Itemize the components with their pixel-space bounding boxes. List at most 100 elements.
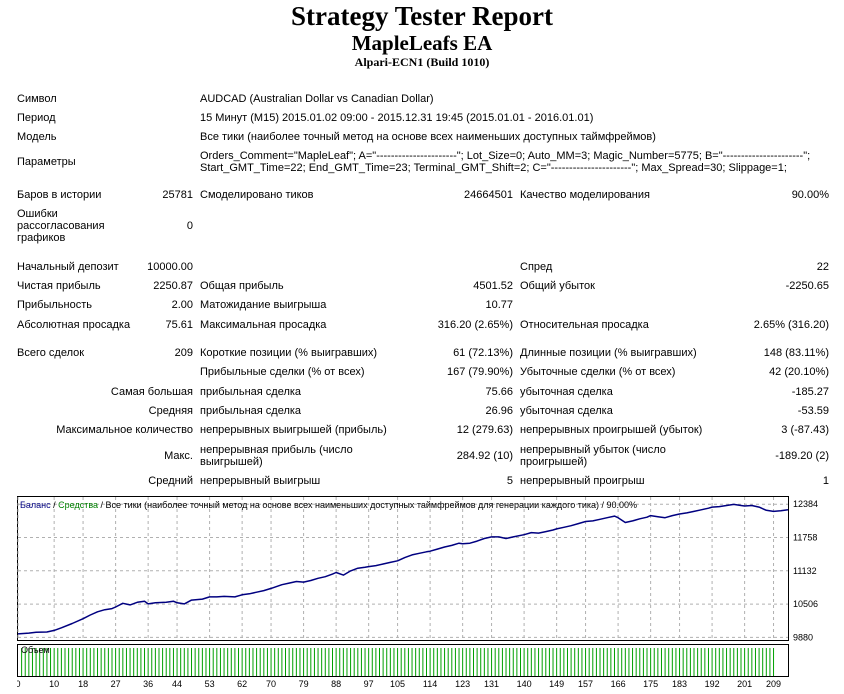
volume-frame <box>17 644 789 677</box>
legend-balance: Баланс <box>20 500 51 510</box>
x-tick-label: 166 <box>611 679 626 689</box>
profit-trades-value: 167 (79.90%) <box>446 366 513 378</box>
avg-losses-value: 1 <box>822 475 829 487</box>
avg-profit-value: 26.96 <box>485 405 513 417</box>
x-tick-label: 192 <box>705 679 720 689</box>
avg-profit-label: прибыльная сделка <box>200 405 302 417</box>
x-tick-label: 97 <box>364 679 374 689</box>
x-tick-label: 140 <box>517 679 532 689</box>
avg-wins-value: 5 <box>506 475 513 487</box>
average-label: Средняя <box>148 405 193 417</box>
avg-cons-label: Средний <box>148 475 193 487</box>
deposit-label: Начальный депозит <box>17 261 119 273</box>
x-tick-label: 175 <box>643 679 658 689</box>
symbol-label: Символ <box>17 93 57 105</box>
legend-equity: Средства <box>58 500 98 510</box>
errors-value: 0 <box>186 220 193 232</box>
model-value: Все тики (наиболее точный метод на основ… <box>200 131 656 143</box>
deposit-value: 10000.00 <box>147 261 193 273</box>
gross-loss-label: Общий убыток <box>520 280 595 292</box>
short-positions-value: 61 (72.13%) <box>453 347 513 359</box>
x-tick-label: 201 <box>737 679 752 689</box>
report-title: Strategy Tester Report <box>291 1 553 31</box>
short-positions-label: Короткие позиции (% выигравших) <box>200 347 378 359</box>
y-tick-label: 12384 <box>793 499 818 509</box>
x-tick-label: 10 <box>49 679 59 689</box>
max-cons-profit-label: непрерывная прибыль (число выигрышей) <box>200 444 353 468</box>
x-tick-label: 0 <box>17 679 21 689</box>
x-axis-ticks: 0 10 18 27 36 44 53 62 70 79 88 97 105 114 123 131 140 14… <box>17 679 781 689</box>
loss-trades-value: 42 (20.10%) <box>769 366 829 378</box>
max-count-label: Максимальное количество <box>56 424 193 436</box>
max-label: Макс. <box>164 450 193 462</box>
net-profit-label: Чистая прибыль <box>17 280 101 292</box>
symbol-value: AUDCAD (Australian Dollar vs Canadian Do… <box>200 93 434 105</box>
x-tick-label: 105 <box>390 679 405 689</box>
x-tick-label: 157 <box>578 679 593 689</box>
abs-drawdown-value: 75.61 <box>165 319 193 331</box>
y-tick-label: 9880 <box>793 632 813 642</box>
volume-bars <box>21 648 775 676</box>
rel-drawdown-label: Относительная просадка <box>520 319 649 331</box>
max-drawdown-value: 316.20 (2.65%) <box>437 319 513 331</box>
chart-frame <box>17 496 789 641</box>
total-trades-label: Всего сделок <box>17 347 85 359</box>
gross-profit-label: Общая прибыль <box>200 280 284 292</box>
max-cons-loss-label: непрерывный убыток (число проигрышей) <box>520 444 666 468</box>
period-value: 15 Минут (M15) 2015.01.02 09:00 - 2015.1… <box>200 112 594 124</box>
profit-factor-value: 2.00 <box>171 299 193 311</box>
x-tick-label: 149 <box>549 679 564 689</box>
x-tick-label: 27 <box>111 679 121 689</box>
y-tick-label: 10506 <box>793 599 818 609</box>
chart-grid <box>17 497 788 640</box>
server-name: Alpari-ECN1 (Build 1010) <box>354 55 490 69</box>
abs-drawdown-label: Абсолютная просадка <box>17 319 131 331</box>
chart-legend: Баланс / Средства / Все тики (наиболее т… <box>20 500 637 510</box>
x-tick-label: 114 <box>423 679 437 689</box>
x-tick-label: 36 <box>143 679 153 689</box>
spread-label: Спред <box>520 261 553 273</box>
bars-label: Баров в истории <box>17 189 102 201</box>
max-cons-loss-value: -189.20 (2) <box>775 450 829 462</box>
largest-profit-label: прибыльная сделка <box>200 386 302 398</box>
total-trades-value: 209 <box>174 347 193 359</box>
spread-value: 22 <box>816 261 829 273</box>
ea-name: MapleLeafs EA <box>351 31 493 55</box>
x-tick-label: 62 <box>237 679 247 689</box>
max-wins-label: непрерывных выигрышей (прибыль) <box>200 424 387 436</box>
gross-profit-value: 4501.52 <box>473 280 513 292</box>
quality-label: Качество моделирования <box>520 189 650 201</box>
params-line-1: Orders_Comment="MapleLeaf"; A="---------… <box>200 150 811 162</box>
balance-line <box>17 503 789 635</box>
loss-trades-label: Убыточные сделки (% от всех) <box>520 366 676 378</box>
rel-drawdown-value: 2.65% (316.20) <box>753 319 829 331</box>
params-line-2: Start_GMT_Time=22; End_GMT_Time=23; Term… <box>200 162 787 174</box>
gross-loss-value: -2250.65 <box>785 280 829 292</box>
profit-trades-label: Прибыльные сделки (% от всех) <box>200 366 365 378</box>
legend-sep-2: / <box>98 500 106 510</box>
max-wins-value: 12 (279.63) <box>456 424 513 436</box>
errors-label: Ошибки рассогласования графиков <box>17 208 105 244</box>
max-drawdown-label: Максимальная просадка <box>200 319 327 331</box>
chart-series <box>17 503 789 635</box>
payoff-label: Матожидание выигрыша <box>200 299 327 311</box>
net-profit-value: 2250.87 <box>153 280 193 292</box>
x-tick-label: 44 <box>172 679 182 689</box>
balance-chart: 9880 10506 11132 11758 12384 0 10 18 27 36 44 53 62… <box>17 496 818 689</box>
x-tick-label: 123 <box>455 679 470 689</box>
x-tick-label: 209 <box>766 679 781 689</box>
avg-losses-label: непрерывный проигрыш <box>520 475 645 487</box>
avg-loss-label: убыточная сделка <box>520 405 613 417</box>
period-label: Период <box>17 112 56 124</box>
long-positions-value: 148 (83.11%) <box>763 347 829 359</box>
max-cons-profit-value: 284.92 (10) <box>456 450 513 462</box>
x-tick-label: 53 <box>205 679 215 689</box>
bars-value: 25781 <box>162 189 193 201</box>
x-tick-label: 183 <box>672 679 687 689</box>
largest-loss-value: -185.27 <box>791 386 829 398</box>
ticks-value: 24664501 <box>464 189 513 201</box>
max-losses-label: непрерывных проигрышей (убыток) <box>520 424 703 436</box>
max-losses-value: 3 (-87.43) <box>781 424 829 436</box>
y-axis-ticks: 9880 10506 11132 11758 12384 <box>793 499 818 642</box>
model-label: Модель <box>17 131 57 143</box>
